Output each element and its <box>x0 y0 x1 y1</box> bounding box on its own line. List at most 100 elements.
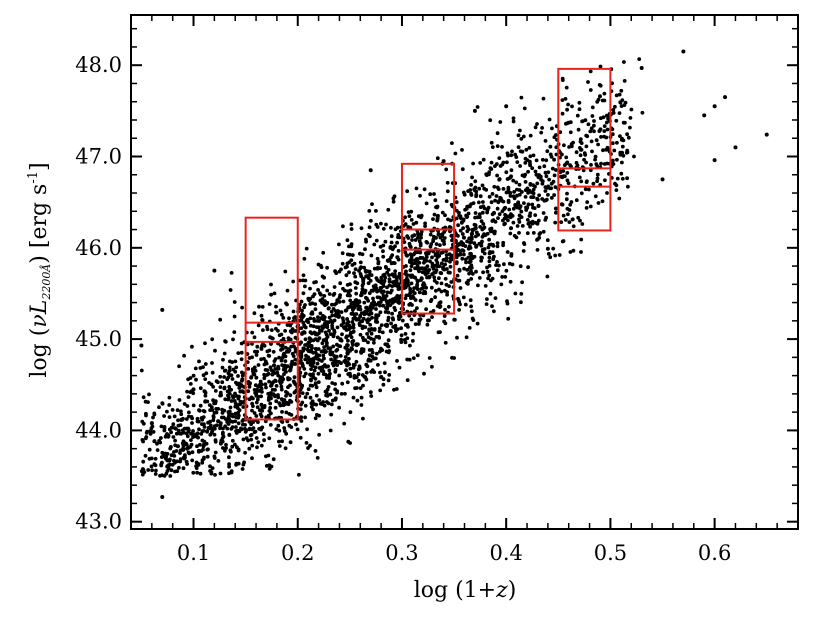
data-point <box>518 264 523 269</box>
data-point <box>509 153 514 158</box>
data-point <box>250 342 254 346</box>
data-point <box>425 322 430 327</box>
data-point <box>328 332 333 336</box>
data-point <box>610 132 615 137</box>
data-point <box>300 308 304 313</box>
data-point <box>622 60 626 64</box>
data-point <box>282 426 287 430</box>
data-point <box>509 226 513 231</box>
data-point <box>419 232 424 237</box>
data-point <box>165 409 169 414</box>
data-point <box>338 354 343 358</box>
data-point <box>270 381 274 386</box>
data-point <box>490 145 495 150</box>
data-point <box>171 435 176 439</box>
data-point <box>246 438 250 443</box>
data-point <box>364 377 369 382</box>
data-point <box>210 370 215 375</box>
data-point <box>298 278 302 283</box>
data-point <box>431 217 435 222</box>
data-point <box>259 394 263 399</box>
data-point <box>372 340 376 345</box>
data-point <box>516 200 521 205</box>
data-point <box>383 296 387 301</box>
data-point <box>265 349 270 354</box>
data-point <box>298 355 303 360</box>
data-point <box>590 114 595 118</box>
data-point <box>227 385 232 389</box>
data-point <box>432 278 437 283</box>
data-point <box>283 359 288 363</box>
data-point <box>522 106 527 111</box>
data-point <box>485 269 490 274</box>
data-point <box>309 367 313 371</box>
data-point <box>255 445 259 450</box>
data-point <box>453 151 458 156</box>
data-point <box>460 148 464 152</box>
data-point <box>182 353 187 358</box>
data-point <box>221 430 225 435</box>
data-point <box>245 342 250 347</box>
data-point <box>460 167 465 172</box>
data-point <box>409 281 414 286</box>
data-point <box>497 212 502 217</box>
data-point <box>339 392 344 396</box>
data-point <box>178 431 182 436</box>
data-point <box>361 416 365 421</box>
data-point <box>374 238 379 243</box>
data-point <box>358 386 363 390</box>
data-point <box>614 93 619 98</box>
data-point <box>497 263 501 268</box>
data-point <box>337 313 341 318</box>
data-point <box>383 239 388 244</box>
data-point <box>213 450 218 455</box>
data-point <box>434 288 438 293</box>
data-point <box>212 432 217 437</box>
data-point <box>447 304 451 309</box>
data-point <box>310 301 315 306</box>
data-point <box>574 150 579 155</box>
data-point <box>519 137 524 141</box>
data-point <box>374 351 379 356</box>
data-point <box>438 243 442 248</box>
data-point <box>611 108 616 112</box>
data-point <box>439 261 444 266</box>
data-point <box>169 430 174 435</box>
data-point <box>444 253 449 257</box>
data-point <box>402 338 407 342</box>
data-point <box>353 286 358 290</box>
data-point <box>222 375 227 379</box>
data-point <box>316 288 320 292</box>
data-point <box>497 177 502 181</box>
data-point <box>276 393 280 397</box>
data-point <box>245 360 250 364</box>
data-point <box>343 308 348 313</box>
data-point <box>213 473 217 477</box>
data-point <box>430 255 434 260</box>
data-point <box>250 355 255 360</box>
data-point <box>557 253 562 257</box>
data-point <box>267 302 272 306</box>
data-point <box>368 358 373 363</box>
data-point <box>560 239 565 244</box>
data-point <box>560 175 565 180</box>
data-point <box>359 403 364 407</box>
data-point <box>273 405 278 410</box>
data-point <box>579 141 584 146</box>
data-point <box>370 315 374 320</box>
data-point <box>289 330 294 335</box>
data-point <box>321 353 326 358</box>
data-point <box>525 218 530 222</box>
data-point <box>285 400 289 405</box>
data-point <box>261 328 265 332</box>
data-point <box>438 235 443 240</box>
data-point <box>266 413 271 418</box>
data-point <box>201 415 206 419</box>
data-point <box>378 303 382 308</box>
data-point <box>328 352 333 356</box>
data-point <box>303 357 308 362</box>
data-point <box>415 287 420 291</box>
data-point <box>229 271 234 275</box>
data-point <box>141 459 146 464</box>
